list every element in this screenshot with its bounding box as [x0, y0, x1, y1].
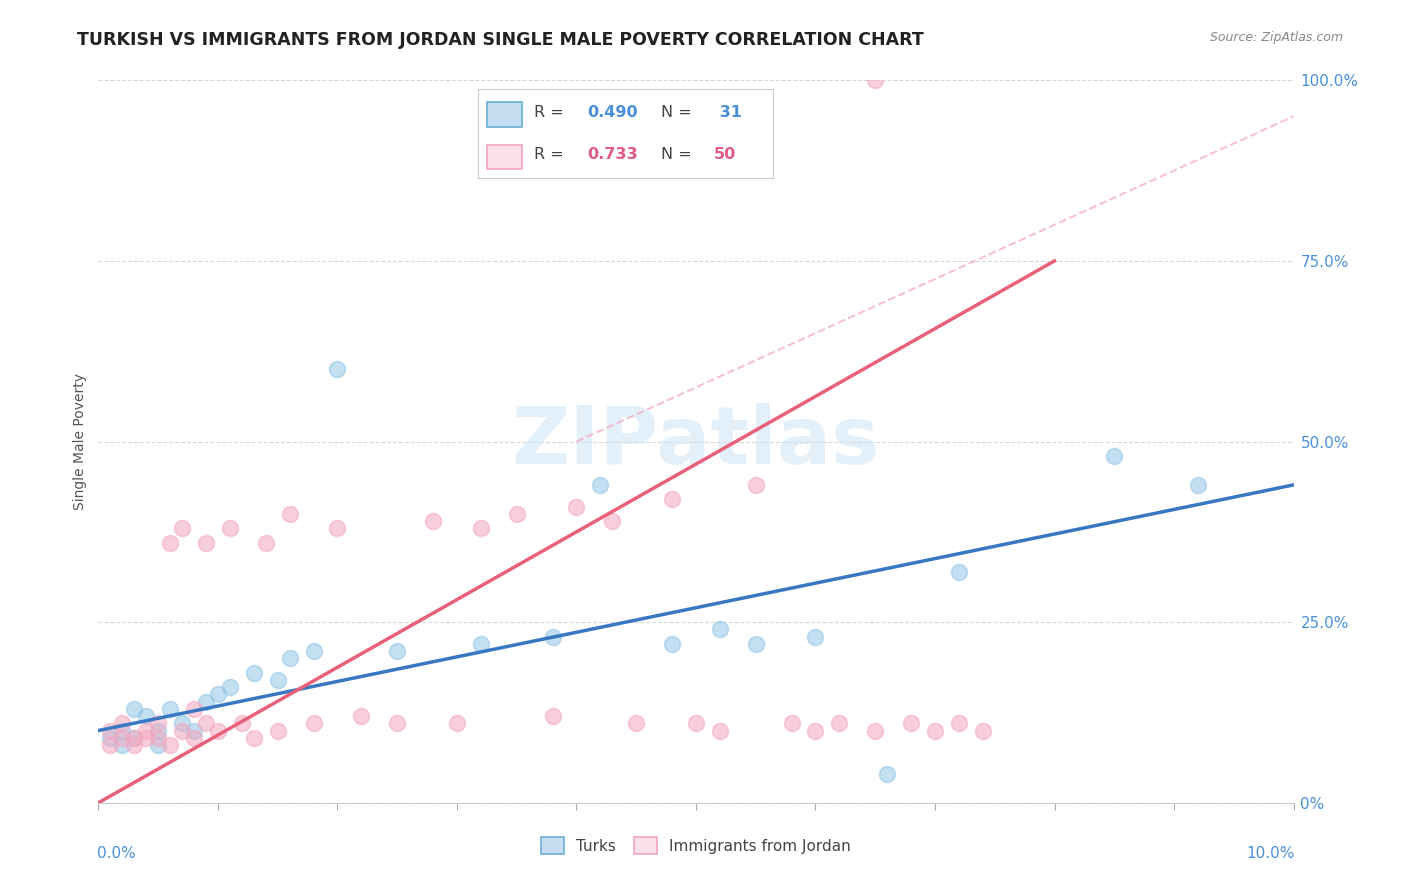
Point — [172, 723, 194, 738]
Point — [135, 731, 157, 745]
Point — [745, 478, 768, 492]
Point — [278, 651, 301, 665]
Text: 0.0%: 0.0% — [97, 847, 136, 861]
Point — [541, 630, 564, 644]
Point — [219, 521, 242, 535]
Point — [589, 478, 612, 492]
Point — [278, 507, 301, 521]
Point — [780, 716, 803, 731]
Point — [470, 521, 492, 535]
Text: 50: 50 — [714, 147, 737, 162]
Point — [148, 723, 170, 738]
Point — [804, 630, 827, 644]
Point — [865, 73, 887, 87]
Point — [207, 723, 229, 738]
Bar — [486, 102, 523, 127]
Point — [111, 731, 134, 745]
Point — [124, 731, 146, 745]
Point — [326, 362, 349, 376]
Point — [195, 716, 218, 731]
Text: 31: 31 — [714, 105, 742, 120]
Point — [195, 695, 218, 709]
Point — [661, 637, 683, 651]
Point — [148, 716, 170, 731]
Point — [602, 514, 624, 528]
Point — [243, 665, 266, 680]
Point — [231, 716, 253, 731]
Point — [124, 731, 146, 745]
Text: 0.733: 0.733 — [588, 147, 638, 162]
Point — [148, 731, 170, 745]
Point — [470, 637, 492, 651]
Point — [745, 637, 768, 651]
Bar — [486, 145, 523, 169]
Point — [159, 535, 181, 549]
Point — [900, 716, 922, 731]
Legend: Turks, Immigrants from Jordan: Turks, Immigrants from Jordan — [534, 831, 858, 860]
Text: N =: N = — [661, 147, 692, 162]
Point — [159, 738, 181, 752]
Point — [183, 723, 205, 738]
Point — [804, 723, 827, 738]
Point — [243, 731, 266, 745]
Text: 10.0%: 10.0% — [1246, 847, 1295, 861]
Point — [254, 535, 277, 549]
Point — [326, 521, 349, 535]
Text: R =: R = — [534, 105, 564, 120]
Point — [98, 723, 122, 738]
Point — [1104, 449, 1126, 463]
Point — [385, 644, 409, 658]
Point — [685, 716, 707, 731]
Point — [948, 716, 970, 731]
Point — [350, 709, 373, 723]
Point — [98, 738, 122, 752]
Point — [159, 702, 181, 716]
Y-axis label: Single Male Poverty: Single Male Poverty — [73, 373, 87, 510]
Point — [111, 738, 134, 752]
Point — [183, 731, 205, 745]
Point — [302, 716, 325, 731]
Point — [135, 723, 157, 738]
Point — [302, 644, 325, 658]
Point — [865, 723, 887, 738]
Point — [924, 723, 946, 738]
Text: Source: ZipAtlas.com: Source: ZipAtlas.com — [1209, 31, 1343, 45]
Point — [148, 738, 170, 752]
Point — [565, 500, 588, 514]
Point — [172, 521, 194, 535]
Point — [267, 723, 290, 738]
Point — [972, 723, 994, 738]
Point — [446, 716, 468, 731]
Point — [661, 492, 683, 507]
Point — [709, 623, 731, 637]
Point — [172, 716, 194, 731]
Point — [124, 702, 146, 716]
Point — [267, 673, 290, 687]
Point — [111, 716, 134, 731]
Text: 0.490: 0.490 — [588, 105, 638, 120]
Point — [98, 731, 122, 745]
Point — [111, 723, 134, 738]
Point — [135, 709, 157, 723]
Point — [1187, 478, 1209, 492]
Text: N =: N = — [661, 105, 692, 120]
Point — [385, 716, 409, 731]
Point — [422, 514, 444, 528]
Point — [541, 709, 564, 723]
Point — [506, 507, 529, 521]
Point — [876, 767, 898, 781]
Point — [219, 680, 242, 694]
Point — [124, 738, 146, 752]
Text: ZIPatlas: ZIPatlas — [512, 402, 880, 481]
Text: TURKISH VS IMMIGRANTS FROM JORDAN SINGLE MALE POVERTY CORRELATION CHART: TURKISH VS IMMIGRANTS FROM JORDAN SINGLE… — [77, 31, 924, 49]
Point — [207, 687, 229, 701]
Point — [195, 535, 218, 549]
Point — [828, 716, 851, 731]
Point — [626, 716, 648, 731]
Text: R =: R = — [534, 147, 564, 162]
Point — [948, 565, 970, 579]
Point — [709, 723, 731, 738]
Point — [183, 702, 205, 716]
